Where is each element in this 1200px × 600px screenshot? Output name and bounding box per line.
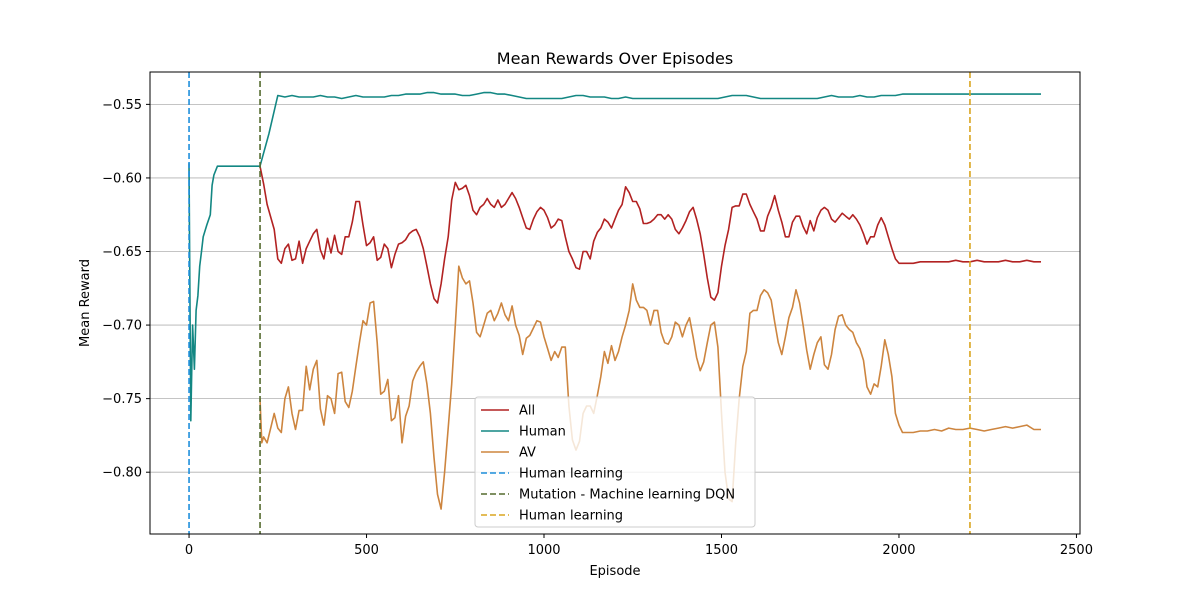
x-tick-label: 1500 [705,543,738,558]
x-tick-label: 0 [185,543,193,558]
x-tick-label: 2500 [1060,543,1093,558]
x-tick-label: 500 [354,543,379,558]
y-tick-label: −0.75 [102,392,142,407]
plot-frame [149,71,1081,535]
x-tick-label: 2000 [882,543,915,558]
y-tick-label: −0.65 [102,245,142,260]
y-tick-label: −0.60 [102,171,142,186]
y-axis-label: Mean Reward [78,259,93,347]
legend-entry-label: All [519,404,535,419]
series-group [188,91,1041,510]
x-axis-label: Episode [589,564,640,579]
vertical-markers [188,72,971,534]
legend-entry-label: AV [519,446,536,461]
axis-ticks: −0.80 −0.75 −0.70 −0.65 −0.60 −0.55 0 500 1000 15… [102,98,1093,558]
legend-entry-label: Human [519,425,566,440]
series-line-human [188,91,1041,422]
y-tick-label: −0.70 [102,319,142,334]
series-line-all [259,166,1041,304]
legend-entry-label: Human learning [519,509,623,524]
legend-entry-label: Mutation - Machine learning DQN [519,488,735,503]
series-line-av [259,265,1041,510]
chart-title: Mean Rewards Over Episodes [497,49,733,68]
legend: All Human AV Human learning Mutation - Machi… [474,396,756,528]
y-tick-label: −0.80 [102,466,142,481]
legend-box [474,396,756,528]
legend-entry-label: Human learning [519,467,623,482]
x-tick-label: 1000 [527,543,560,558]
y-tick-label: −0.55 [102,98,142,113]
